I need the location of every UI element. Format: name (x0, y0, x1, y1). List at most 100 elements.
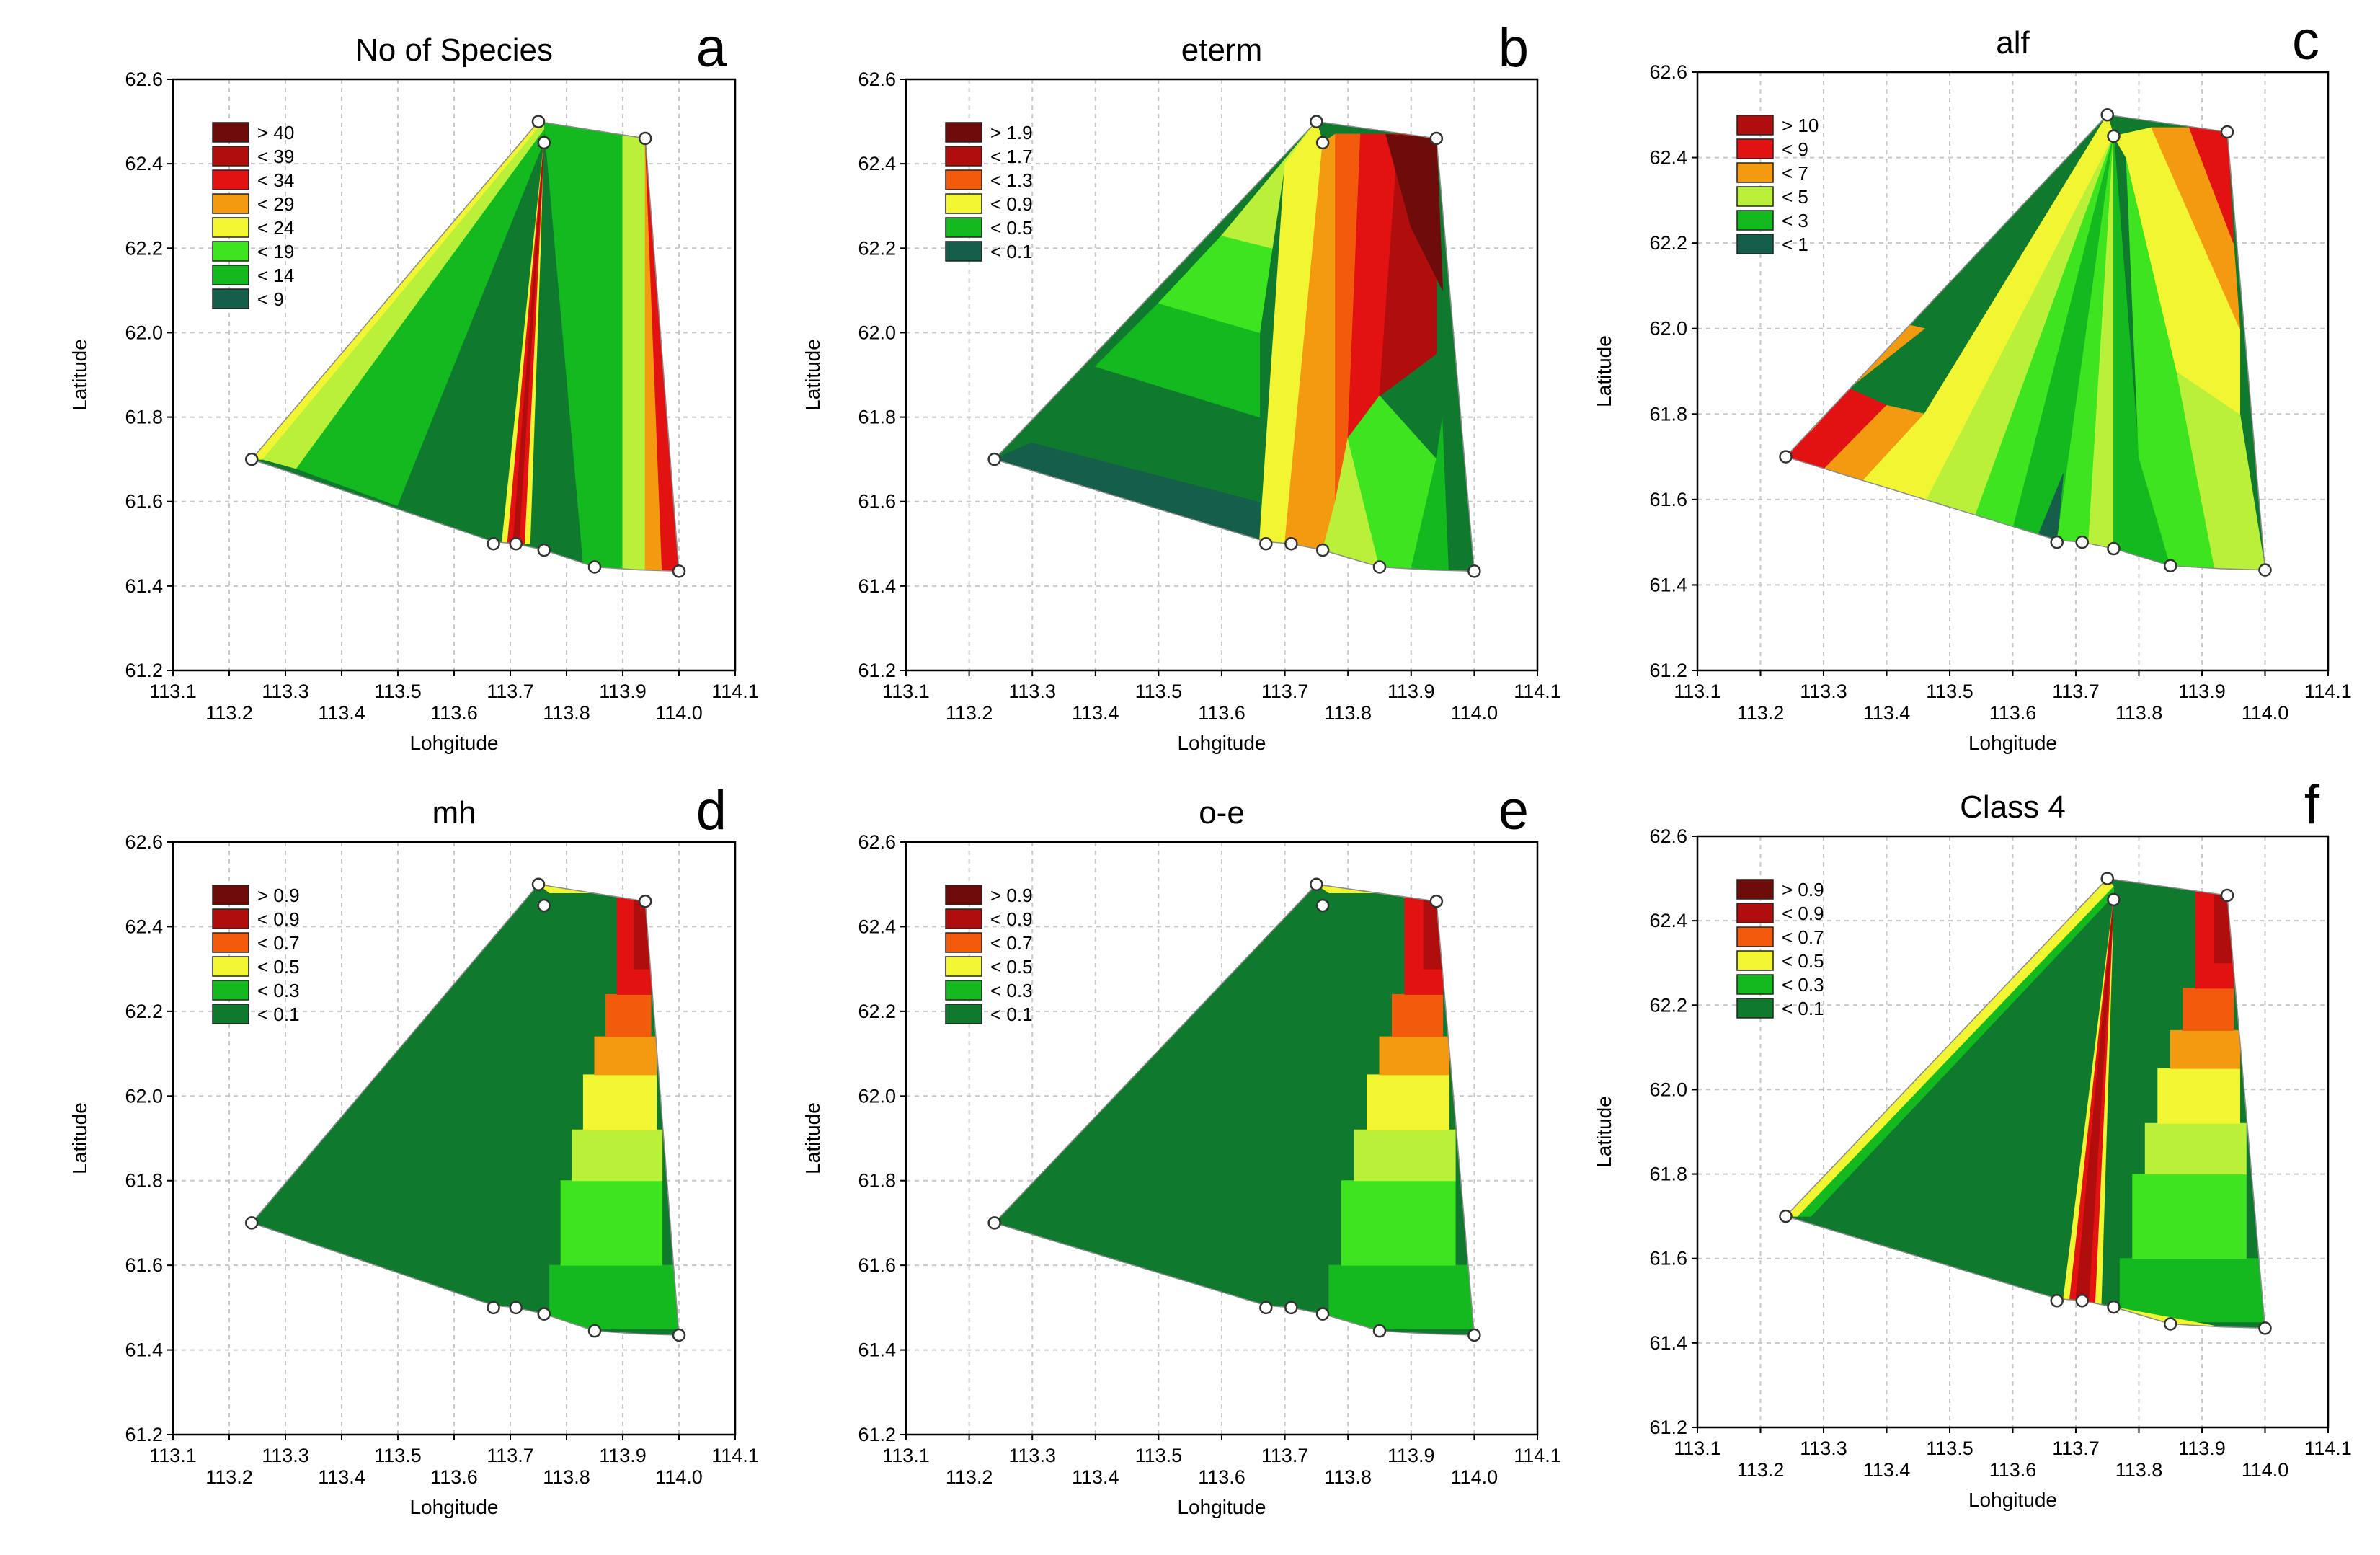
sample-point-marker (1315, 898, 1330, 913)
contour-field (252, 884, 679, 1335)
legend-label: < 0.9 (257, 908, 300, 930)
legend-label: < 9 (1782, 138, 1808, 160)
legend-swatch (945, 241, 982, 262)
legend-label: < 3 (1782, 210, 1808, 231)
panel-d: 113.1 113.2 113.3 113.4 113.5 113.6 113.7 113.8… (68, 780, 759, 1518)
sample-point-marker (2107, 1300, 2121, 1314)
legend-label: < 1 (1782, 234, 1808, 255)
y-tick-label: 61.6 (1649, 489, 1687, 510)
panel-f: 113.1 113.2 113.3 113.4 113.5 113.6 113.7 113.8… (1593, 774, 2352, 1511)
sample-point-marker (2164, 1317, 2177, 1331)
y-tick-label: 61.8 (858, 1170, 896, 1192)
contour-band (2132, 1174, 2247, 1259)
legend: > 0.9 < 0.9< 0.7< 0.5< 0.3< 0.1 (1736, 879, 1824, 1019)
legend-label: < 14 (257, 265, 294, 286)
x-tick-label: 113.1 (882, 1445, 930, 1466)
sample-point-marker (2100, 872, 2114, 885)
sample-point-marker (2075, 1294, 2089, 1308)
y-tick-label: 62.6 (1649, 825, 1687, 847)
sample-point-marker (1779, 450, 1793, 464)
legend-swatch (945, 122, 982, 143)
legend-label: < 0.5 (990, 956, 1033, 978)
y-tick-label: 62.4 (125, 916, 163, 937)
legend-swatch (1736, 115, 1774, 136)
sample-point-marker (1372, 1324, 1387, 1338)
legend-swatch (1736, 926, 1774, 947)
x-tick-label: 113.4 (1863, 1459, 1911, 1481)
sample-point-marker (1310, 115, 1323, 128)
x-tick-label: 114.0 (2242, 1459, 2289, 1481)
legend-label: < 5 (1782, 186, 1808, 208)
x-tick-label: 113.5 (1926, 681, 1973, 702)
sample-point-marker (1310, 877, 1323, 891)
chart-title: alf (1996, 25, 2030, 61)
x-tick-label: 113.8 (2115, 1459, 2163, 1481)
legend-label: < 34 (257, 169, 294, 191)
legend-swatch (212, 265, 249, 285)
legend-swatch (1736, 903, 1774, 923)
x-tick-label: 113.2 (1737, 1459, 1785, 1481)
contour-band (549, 1264, 679, 1329)
sample-point-marker (1284, 537, 1298, 551)
sample-point-marker (672, 1328, 686, 1342)
panel-letter: c (2292, 10, 2319, 71)
contour-field (994, 884, 1475, 1335)
sample-point-marker (1429, 131, 1444, 146)
panel-c: 113.1 113.2 113.3 113.4 113.5 113.6 113.7 113.8… (1593, 10, 2352, 754)
contour-band (622, 133, 646, 570)
sample-point-marker (1315, 543, 1330, 557)
legend-swatch (212, 146, 249, 167)
legend-swatch (212, 885, 249, 905)
x-tick-label: 113.9 (2178, 1437, 2226, 1459)
x-tick-label: 113.1 (1674, 1437, 1721, 1459)
x-tick-label: 113.2 (205, 702, 253, 724)
sample-point-marker (1259, 537, 1273, 551)
legend-label: < 0.7 (257, 932, 300, 954)
x-tick-label: 113.5 (374, 681, 422, 702)
x-tick-label: 113.9 (599, 1445, 647, 1466)
y-axis-label: Latitude (1593, 335, 1615, 407)
sample-point-marker (531, 115, 546, 128)
sample-point-marker (531, 877, 546, 891)
sample-point-marker (244, 1216, 259, 1230)
x-tick-label: 113.6 (1989, 1459, 2037, 1481)
y-axis-label: Latitude (68, 339, 91, 411)
x-tick-label: 114.0 (1451, 702, 1498, 724)
legend-label: < 0.3 (257, 980, 300, 1001)
panels-group: 113.1 113.2 113.3 113.4 113.5 113.6 113.7 113.8… (68, 10, 2352, 1518)
x-tick-label: 114.0 (1451, 1466, 1498, 1488)
x-tick-label: 113.7 (1261, 1445, 1309, 1466)
legend-swatch (212, 122, 249, 143)
x-tick-label: 113.6 (430, 702, 478, 724)
legend-label: < 0.1 (1782, 998, 1824, 1019)
contour-band (1354, 1129, 1456, 1182)
sample-point-marker (487, 1301, 500, 1315)
x-tick-label: 113.1 (149, 1445, 197, 1466)
y-tick-label: 61.8 (125, 407, 163, 428)
legend-label: > 1.9 (990, 122, 1033, 143)
y-tick-label: 61.4 (125, 1339, 163, 1361)
x-tick-label: 113.2 (946, 1466, 993, 1488)
legend-label: > 0.9 (257, 885, 300, 906)
y-tick-label: 62.2 (125, 1001, 163, 1022)
sample-point-marker (587, 1324, 602, 1338)
x-axis-label: Lohgitude (1177, 732, 1266, 754)
domain-outline (250, 883, 680, 1336)
y-axis-label: Latitude (802, 1102, 824, 1174)
contour-band (1328, 1264, 1475, 1329)
legend-swatch (1736, 234, 1774, 254)
y-tick-label: 62.2 (1649, 232, 1687, 254)
legend: > 1.9 < 1.7< 1.3< 0.9< 0.5< 0.1 (945, 122, 1033, 262)
chart-title: Class 4 (1960, 789, 2066, 825)
sample-point-marker (509, 1301, 523, 1315)
panel-b: 113.1 113.2 113.3 113.4 113.5 113.6 113.7 113.8… (802, 17, 1561, 754)
contour-field (1785, 115, 2265, 570)
legend-swatch (1736, 138, 1774, 159)
y-tick-label: 62.2 (1649, 994, 1687, 1016)
domain-outline (993, 883, 1475, 1336)
domain-outline (1785, 877, 2266, 1329)
y-tick-label: 62.6 (125, 831, 163, 853)
legend-label: < 0.3 (990, 980, 1033, 1001)
sample-point-marker (1259, 1301, 1273, 1315)
x-tick-label: 114.1 (711, 1445, 759, 1466)
